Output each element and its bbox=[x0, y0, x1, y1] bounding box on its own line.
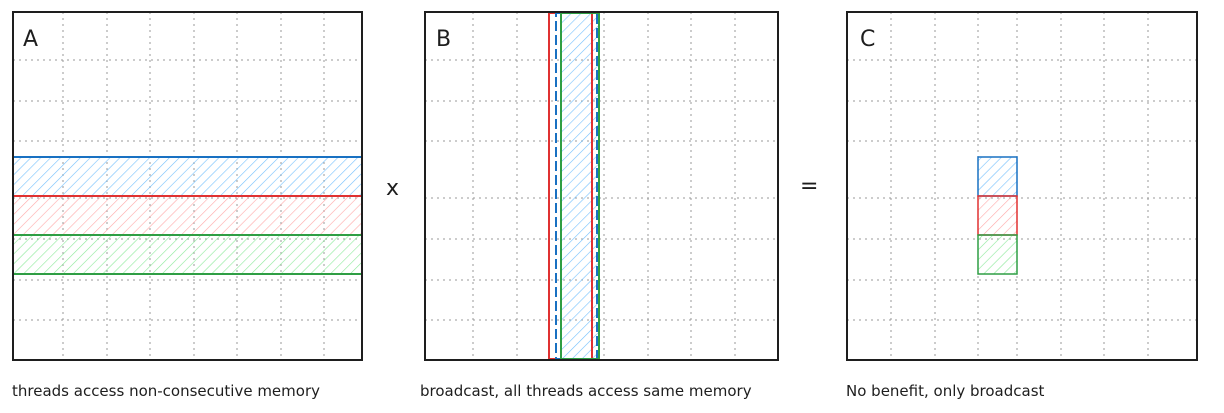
matrix-a-label: A bbox=[23, 27, 38, 52]
matrix-c-grid bbox=[847, 12, 1197, 360]
matrix-a-row-red bbox=[12, 195, 363, 236]
matrix-c-caption: No benefit, only broadcast bbox=[846, 382, 1045, 400]
equals-operator: = bbox=[800, 174, 818, 199]
matrix-c: C bbox=[846, 11, 1198, 361]
matrix-c-label: C bbox=[860, 27, 875, 52]
matrix-b-grid bbox=[425, 12, 778, 360]
multiply-operator: x bbox=[386, 176, 399, 201]
matrix-c-cell-blue bbox=[977, 156, 1018, 197]
matrix-a-row-blue bbox=[12, 156, 363, 197]
matrix-b-caption: broadcast, all threads access same memor… bbox=[420, 382, 752, 400]
matrix-a-caption: threads access non-consecutive memory bbox=[12, 382, 320, 400]
matrix-b-column-fill bbox=[561, 12, 599, 360]
matrix-b-label: B bbox=[436, 27, 451, 52]
matrix-b: B bbox=[424, 11, 779, 361]
matrix-a-border bbox=[12, 11, 363, 361]
matrix-c-cell-red bbox=[977, 195, 1018, 236]
matrix-c-border bbox=[846, 11, 1198, 361]
matrix-b-border bbox=[424, 11, 779, 361]
matrix-c-cell-green bbox=[977, 234, 1018, 275]
matrix-a-row-green bbox=[12, 234, 363, 275]
matrix-a: A bbox=[12, 11, 363, 361]
